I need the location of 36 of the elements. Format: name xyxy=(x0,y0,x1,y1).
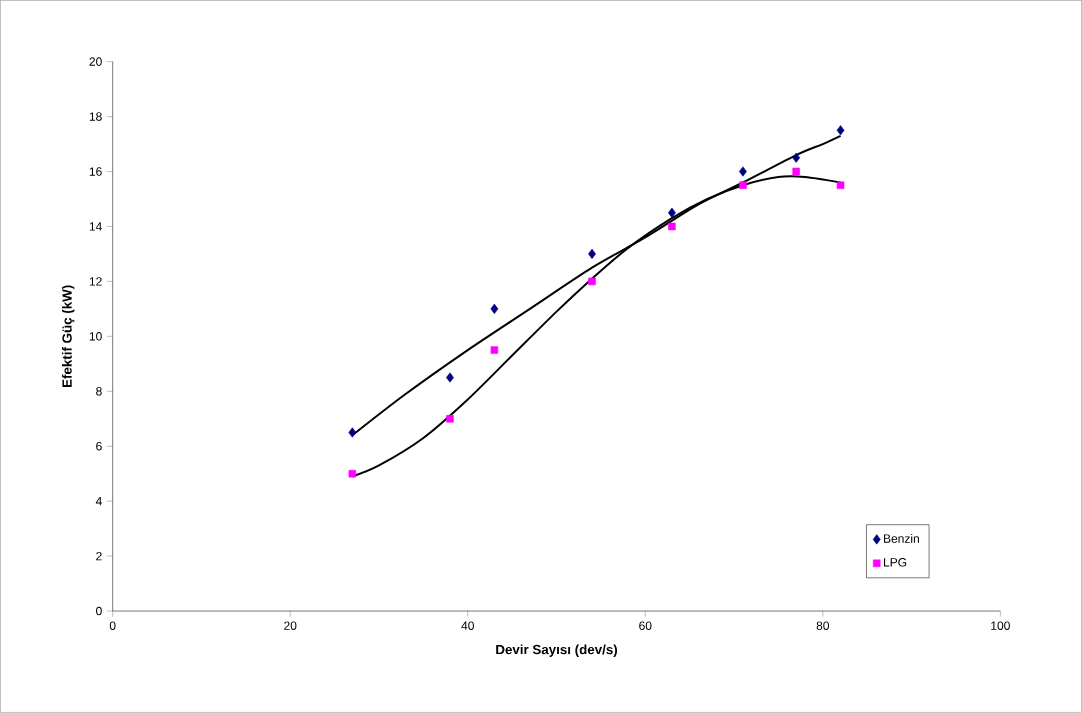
point xyxy=(588,277,596,286)
point xyxy=(836,125,845,136)
y-tick-label: 0 xyxy=(96,606,102,616)
y-tick-label: 10 xyxy=(89,332,102,341)
point xyxy=(792,152,801,163)
y-tick-label: 6 xyxy=(96,442,102,451)
x-tick-label: 80 xyxy=(816,621,830,631)
point xyxy=(739,166,747,177)
point xyxy=(668,222,676,231)
y-tick-label: 8 xyxy=(96,387,102,396)
legend-label: LPG xyxy=(883,558,907,567)
point xyxy=(348,427,357,438)
y-tick-label: 12 xyxy=(89,277,102,286)
point xyxy=(668,207,676,218)
y-tick-label: 14 xyxy=(89,222,102,231)
point xyxy=(446,415,454,423)
y-tick-label: 16 xyxy=(89,167,102,176)
x-tick-label: 0 xyxy=(109,621,116,631)
point xyxy=(739,181,747,190)
y-tick-label: 4 xyxy=(95,497,102,506)
x-axis-title: Devir Sayısı (dev/s) xyxy=(496,644,618,658)
point xyxy=(490,346,499,354)
point xyxy=(348,470,357,478)
point xyxy=(792,167,800,176)
y-tick-label: 20 xyxy=(89,57,102,67)
y-tick-label: 2 xyxy=(96,552,102,561)
y-axis-title: Efektif Güç (kW) xyxy=(61,285,75,388)
y-tick-label: 18 xyxy=(89,112,102,121)
point xyxy=(446,372,454,383)
legend-label: Benzin xyxy=(883,534,919,544)
x-tick-label: 20 xyxy=(284,621,297,631)
point xyxy=(490,303,499,315)
x-tick-label: 40 xyxy=(461,621,474,631)
point xyxy=(836,181,845,190)
x-tick-label: 60 xyxy=(639,621,652,631)
x-tick-label: 100 xyxy=(991,621,1010,631)
